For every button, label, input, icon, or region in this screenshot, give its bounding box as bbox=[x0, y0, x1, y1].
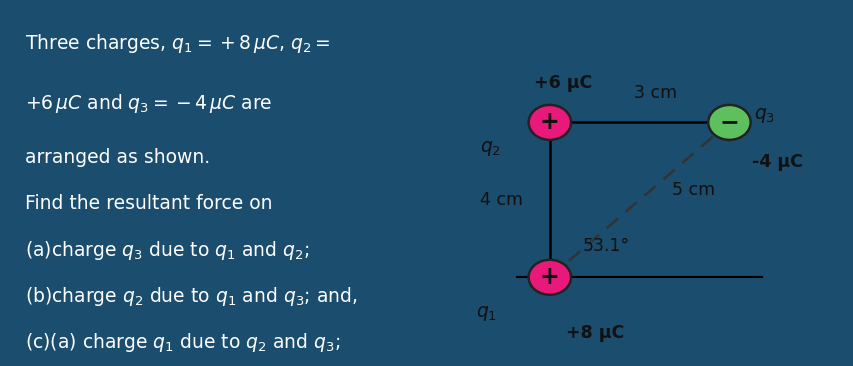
Text: -4 μC: -4 μC bbox=[751, 153, 802, 171]
Text: $q_1$: $q_1$ bbox=[476, 304, 496, 323]
Text: (b)charge $q_2$ due to $q_1$ and $q_3$; and,: (b)charge $q_2$ due to $q_1$ and $q_3$; … bbox=[26, 285, 357, 308]
Circle shape bbox=[528, 260, 571, 295]
Text: 4 cm: 4 cm bbox=[480, 191, 523, 209]
Text: −: − bbox=[719, 111, 739, 134]
Text: Three charges, $q_1 = +8\,\mu C$, $q_2 =$: Three charges, $q_1 = +8\,\mu C$, $q_2 =… bbox=[26, 32, 331, 55]
Text: 53.1°: 53.1° bbox=[582, 238, 629, 255]
Text: Find the resultant force on: Find the resultant force on bbox=[26, 194, 273, 213]
Text: +: + bbox=[539, 111, 559, 134]
Text: (c)(a) charge $q_1$ due to $q_2$ and $q_3$;: (c)(a) charge $q_1$ due to $q_2$ and $q_… bbox=[26, 330, 340, 354]
Text: $q_3$: $q_3$ bbox=[753, 106, 775, 125]
Text: +8 μC: +8 μC bbox=[566, 324, 624, 343]
Text: +6 μC: +6 μC bbox=[533, 74, 591, 92]
Text: 3 cm: 3 cm bbox=[634, 84, 676, 102]
Text: $+ 6\,\mu C$ and $q_3 = -4\,\mu C$ are: $+ 6\,\mu C$ and $q_3 = -4\,\mu C$ are bbox=[26, 92, 272, 115]
Text: (a)charge $q_3$ due to $q_1$ and $q_2$;: (a)charge $q_3$ due to $q_1$ and $q_2$; bbox=[26, 239, 310, 262]
Text: arranged as shown.: arranged as shown. bbox=[26, 148, 211, 167]
Text: 5 cm: 5 cm bbox=[671, 181, 715, 199]
Text: $q_2$: $q_2$ bbox=[480, 139, 501, 158]
Circle shape bbox=[528, 105, 571, 140]
Text: +: + bbox=[539, 265, 559, 289]
Circle shape bbox=[707, 105, 750, 140]
